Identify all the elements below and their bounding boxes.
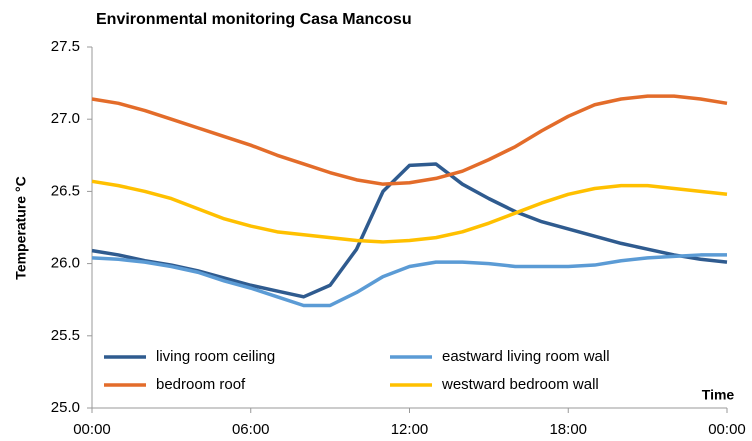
y-tick-label: 26.5 [51, 182, 80, 199]
chart-title: Environmental monitoring Casa Mancosu [96, 11, 412, 28]
legend-label: bedroom roof [156, 376, 246, 393]
y-axis-label: Temperature °C [13, 176, 29, 279]
y-tick-label: 25.0 [51, 399, 80, 416]
y-tick-label: 27.0 [51, 110, 80, 127]
x-axis-label: Time [702, 387, 735, 403]
legend-label: living room ceiling [156, 348, 275, 365]
legend-label: westward bedroom wall [441, 376, 599, 393]
x-tick-label: 12:00 [391, 421, 429, 438]
x-tick-label: 18:00 [549, 421, 587, 438]
series-line [91, 253, 727, 308]
x-tick-label: 00:00 [73, 421, 111, 438]
series-line [91, 179, 728, 244]
y-tick-label: 25.5 [51, 327, 80, 344]
y-tick-label: 26.0 [51, 255, 80, 272]
x-tick-label: 06:00 [232, 421, 270, 438]
legend-label: eastward living room wall [442, 348, 610, 365]
x-tick-label: 00:00 [708, 421, 746, 438]
series-line [91, 94, 728, 186]
y-tick-label: 27.5 [51, 38, 80, 55]
